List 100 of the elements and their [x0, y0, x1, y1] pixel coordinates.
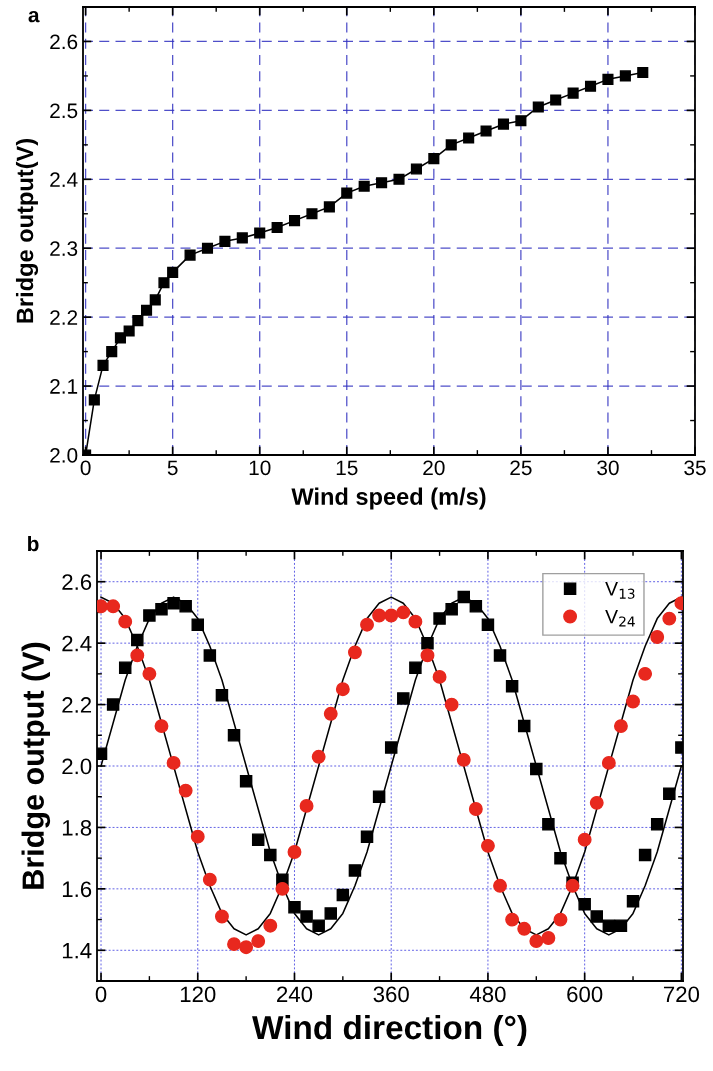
x-tick-label: 10: [249, 460, 271, 476]
point: [263, 918, 278, 933]
point: [167, 596, 180, 610]
point: [140, 304, 153, 316]
point: [444, 697, 459, 712]
point: [480, 838, 495, 853]
point: [179, 600, 192, 613]
x-tick-label: 240: [277, 986, 313, 1003]
point: [323, 201, 335, 213]
y-tick-label: 2.2: [50, 310, 78, 325]
point: [300, 910, 313, 923]
point: [132, 315, 144, 327]
y-tick-label: 2.1: [50, 379, 78, 394]
point: [553, 912, 568, 927]
point: [323, 706, 338, 721]
x-tick-label: 35: [684, 460, 706, 476]
point: [275, 881, 290, 896]
point: [214, 909, 229, 924]
y-tick-label: 2.6: [50, 34, 78, 50]
point: [312, 919, 325, 932]
point: [481, 618, 495, 631]
point: [106, 599, 121, 614]
point: [393, 173, 405, 185]
y-tick-label: 2.0: [62, 758, 92, 775]
x-tick-label: 600: [567, 986, 603, 1003]
point: [456, 752, 471, 767]
point: [88, 394, 100, 406]
point: [191, 618, 205, 631]
point: [251, 833, 265, 846]
point: [335, 682, 350, 697]
point: [118, 661, 132, 674]
x-axis-title: Wind direction (°): [252, 1014, 527, 1046]
point: [201, 242, 214, 254]
point: [154, 719, 169, 734]
x-tick-label: 20: [423, 460, 445, 476]
y-axis-title: Bridge output(V): [15, 139, 39, 323]
point: [288, 215, 301, 227]
point: [131, 633, 144, 647]
point: [602, 73, 614, 85]
y-tick-label: 2.6: [62, 574, 92, 590]
y-tick-label: 2.3: [50, 241, 78, 256]
point: [550, 94, 562, 106]
point: [613, 719, 628, 734]
point: [589, 795, 604, 810]
point: [493, 649, 507, 662]
point: [184, 249, 196, 261]
point: [311, 749, 326, 764]
point: [123, 325, 135, 337]
point: [236, 232, 248, 244]
point: [251, 934, 266, 949]
text: a: [28, 10, 40, 23]
point: [542, 818, 555, 831]
point: [227, 937, 241, 952]
point: [530, 762, 543, 776]
point: [271, 221, 283, 234]
point: [626, 694, 640, 709]
point: [505, 912, 520, 927]
point: [130, 648, 145, 663]
point: [254, 227, 266, 239]
point: [149, 294, 161, 306]
y-tick-label: 2.0: [50, 448, 78, 463]
point: [372, 790, 386, 803]
point: [590, 910, 604, 923]
point: [409, 661, 422, 674]
point: [97, 359, 109, 371]
point: [190, 829, 205, 844]
point: [614, 919, 628, 932]
y-tick-label: 2.4: [50, 172, 78, 187]
point: [584, 80, 597, 92]
point: [167, 266, 179, 278]
point: [384, 608, 399, 623]
point: [638, 848, 652, 862]
point: [505, 679, 519, 693]
point: [227, 729, 241, 742]
point: [408, 614, 423, 629]
x-tick-label: 25: [510, 460, 532, 476]
y-axis-title: Bridge output (V): [21, 642, 51, 889]
point: [264, 848, 277, 862]
point: [433, 612, 446, 625]
y-tick-label: 1.6: [62, 881, 92, 898]
point: [420, 648, 435, 663]
x-tick-label: 480: [469, 986, 506, 1003]
x-tick-label: 5: [167, 460, 178, 476]
point: [215, 689, 229, 702]
x-tick-label: 0: [80, 460, 91, 476]
point: [497, 118, 510, 130]
point: [376, 177, 388, 189]
point: [410, 163, 422, 175]
point: [517, 719, 531, 733]
point: [428, 153, 440, 165]
point: [142, 666, 157, 681]
legend-label: V$_{24}$: [605, 609, 635, 627]
x-tick-label: 120: [180, 986, 216, 1003]
point: [529, 934, 544, 949]
point: [493, 878, 507, 893]
point: [143, 609, 156, 622]
point: [336, 888, 350, 902]
x-tick-label: 360: [373, 986, 409, 1003]
point: [219, 235, 231, 247]
text: b: [28, 535, 39, 552]
